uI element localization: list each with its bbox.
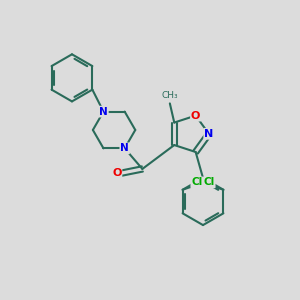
Text: N: N [204, 129, 214, 139]
Text: N: N [120, 143, 129, 153]
Text: Cl: Cl [203, 177, 215, 188]
Text: CH₃: CH₃ [161, 91, 178, 100]
Text: O: O [112, 168, 122, 178]
Text: Cl: Cl [191, 177, 203, 188]
Text: N: N [99, 106, 108, 117]
Text: O: O [191, 111, 200, 121]
